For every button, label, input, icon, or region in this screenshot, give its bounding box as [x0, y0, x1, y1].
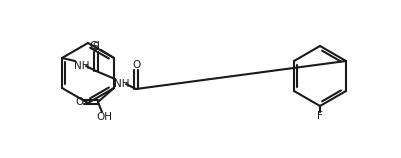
Text: O: O: [75, 97, 83, 107]
Text: NH: NH: [74, 61, 89, 71]
Text: F: F: [316, 111, 322, 121]
Text: O: O: [132, 60, 140, 70]
Text: Cl: Cl: [89, 40, 100, 51]
Text: NH: NH: [113, 79, 129, 89]
Text: S: S: [93, 42, 99, 52]
Text: OH: OH: [96, 112, 112, 122]
